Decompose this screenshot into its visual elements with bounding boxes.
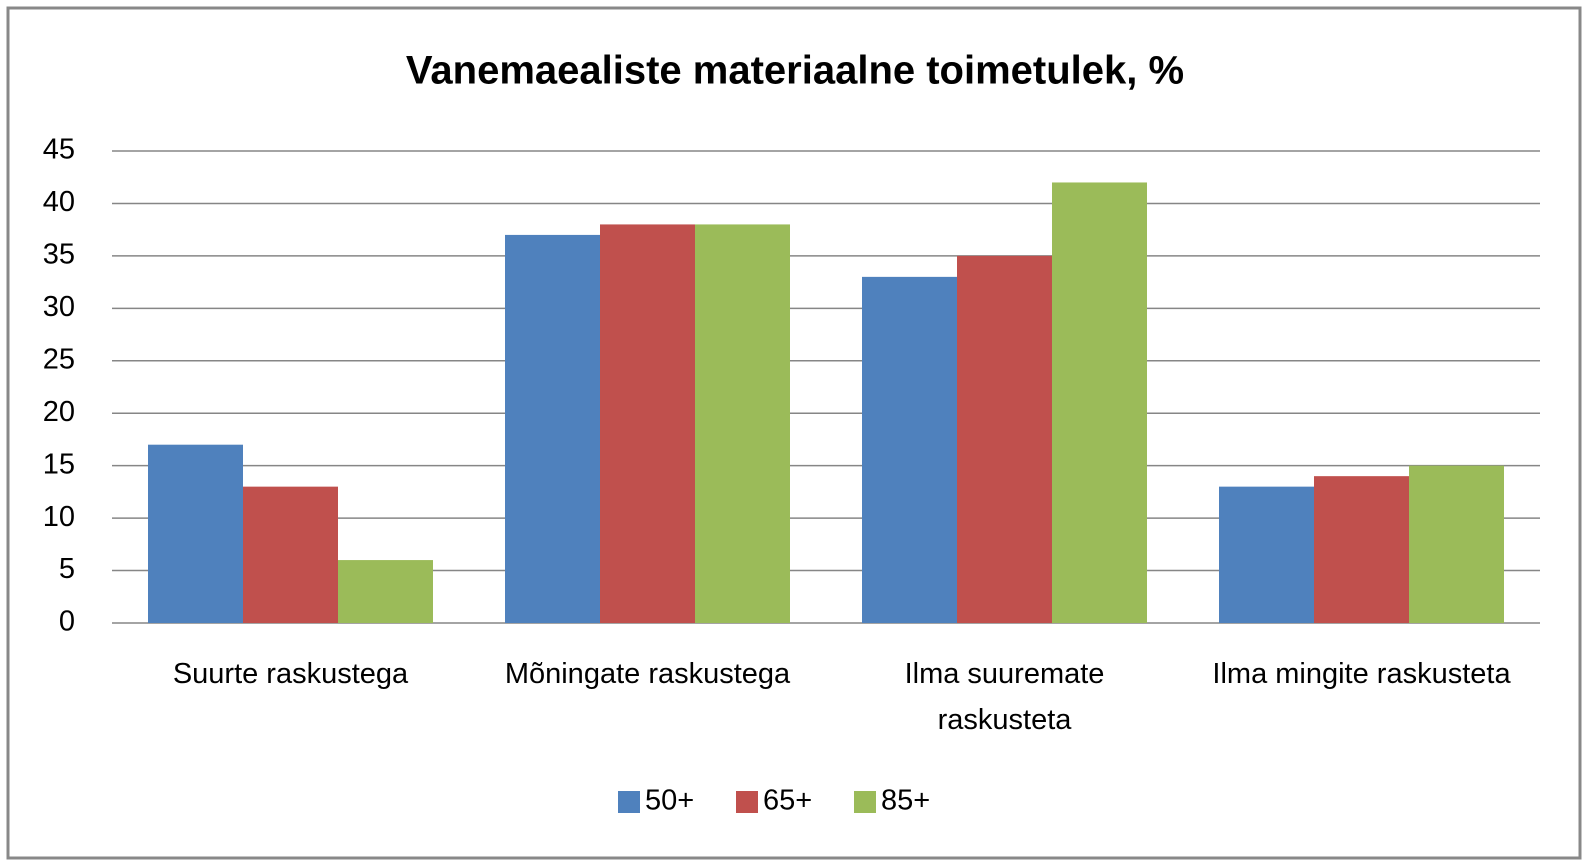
bar	[1409, 465, 1504, 623]
y-tick-label: 40	[43, 186, 75, 218]
bar	[338, 560, 433, 623]
bar	[862, 276, 957, 623]
y-tick-label: 10	[43, 501, 75, 533]
legend-swatch	[854, 791, 876, 813]
legend-label: 65+	[763, 785, 812, 817]
x-tick-label: Mõningate raskustega	[504, 658, 791, 690]
bar	[695, 224, 790, 623]
y-tick-label: 35	[43, 239, 75, 271]
x-tick-label: Ilma suuremate raskusteta	[904, 658, 1105, 736]
legend-swatch	[736, 791, 758, 813]
y-tick-label: 45	[43, 134, 75, 166]
y-tick-label: 25	[43, 343, 75, 375]
y-tick-label: 5	[59, 553, 75, 585]
bar	[600, 224, 695, 623]
y-tick-label: 30	[43, 291, 75, 323]
y-tick-label: 15	[43, 448, 75, 480]
legend-label: 50+	[645, 785, 694, 817]
legend-label: 85+	[881, 785, 930, 817]
x-tick-label: Ilma mingite raskusteta	[1212, 658, 1511, 690]
chart-frame	[6, 6, 1582, 860]
bar	[1052, 182, 1147, 623]
legend-swatch	[618, 791, 640, 813]
bar	[1314, 476, 1409, 623]
x-tick-label: Suurte raskustega	[172, 658, 409, 690]
bar	[243, 486, 338, 623]
bar	[1219, 486, 1314, 623]
chart-title: Vanemaealiste materiaalne toimetulek, %	[406, 49, 1184, 93]
bar	[505, 234, 600, 623]
y-tick-label: 20	[43, 396, 75, 428]
y-tick-label: 0	[59, 606, 75, 638]
bar	[957, 255, 1052, 623]
bar	[148, 444, 243, 623]
